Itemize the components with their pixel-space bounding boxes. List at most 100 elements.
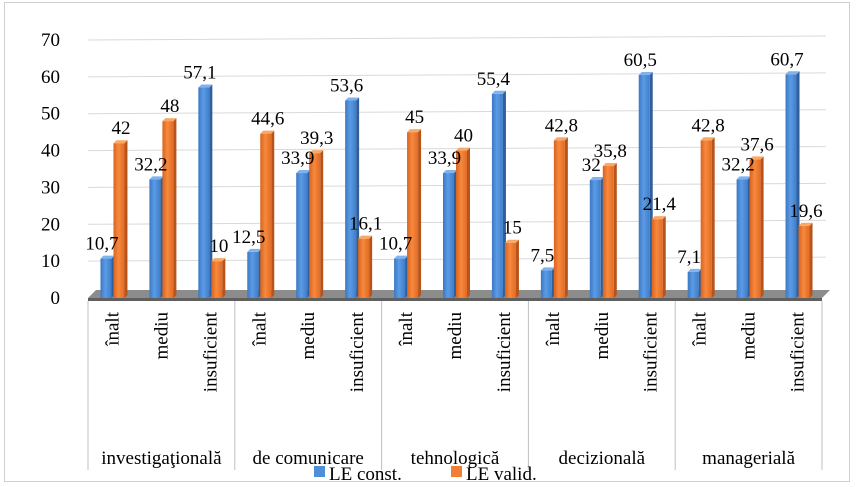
bar-side (369, 235, 373, 298)
bar-top (736, 176, 751, 180)
data-label: 37,6 (740, 134, 773, 155)
bar (260, 133, 272, 298)
bar-side (222, 258, 226, 298)
bar-top (749, 156, 764, 160)
bar-side (418, 129, 422, 298)
data-label: 45 (405, 107, 424, 128)
category-label: insuficient (788, 311, 809, 392)
bar (443, 173, 454, 298)
bar (651, 219, 663, 298)
bar (113, 143, 125, 298)
gridline (87, 72, 827, 78)
data-label: 40 (454, 126, 473, 147)
bar (785, 74, 797, 298)
bar (749, 159, 761, 298)
bar (162, 121, 174, 298)
y-tick-label: 30 (41, 177, 60, 198)
bar (687, 271, 699, 298)
bar (638, 75, 650, 298)
data-label: 10,7 (379, 234, 412, 255)
bar-top (296, 170, 311, 174)
bar-side (515, 239, 519, 298)
bar-top (553, 137, 568, 141)
category-label: insuficient (200, 311, 221, 392)
bars (100, 71, 813, 299)
bar-top (211, 258, 226, 262)
bar-side (173, 118, 177, 298)
category-label: mediu (739, 312, 760, 360)
bar-side (271, 130, 275, 298)
category-label: înalt (102, 311, 123, 346)
bar (491, 93, 503, 298)
y-tick-label: 0 (51, 288, 61, 309)
data-label: 57,1 (183, 63, 216, 84)
bar-top (785, 71, 800, 75)
data-label: 55,4 (477, 69, 511, 90)
bar-top (456, 147, 470, 151)
bar-top (491, 90, 506, 94)
bar-top (540, 267, 555, 271)
legend-swatch-valid (451, 466, 462, 477)
bar (296, 173, 308, 298)
group-label: managerială (702, 448, 795, 469)
bar (309, 153, 321, 298)
bar-top (162, 118, 177, 122)
data-label: 33,9 (281, 148, 314, 169)
legend: LE const. LE valid. (314, 464, 537, 485)
data-label: 32 (582, 155, 601, 176)
y-tick-label: 50 (41, 104, 60, 125)
y-tick-label: 70 (41, 30, 60, 51)
category-label: insuficient (494, 311, 515, 392)
gridline (87, 35, 827, 41)
bar-top (651, 216, 666, 220)
bar-side (662, 216, 666, 298)
group-label: investigaţională (101, 448, 222, 469)
bar-top (309, 150, 324, 154)
bar-side (809, 222, 813, 298)
category-label: mediu (151, 312, 172, 360)
y-tick-label: 60 (41, 67, 60, 88)
bar (358, 238, 370, 298)
bar (149, 179, 161, 298)
bar-top (345, 97, 360, 101)
bar-side (613, 163, 617, 298)
y-tick-label: 20 (41, 214, 60, 235)
floor-edge (88, 298, 822, 301)
data-label: 44,6 (251, 109, 284, 130)
data-label: 35,8 (594, 141, 627, 162)
category-label: înalt (249, 311, 270, 346)
data-label: 32,2 (134, 154, 167, 175)
legend-label-valid: LE valid. (466, 464, 537, 485)
bar (540, 270, 552, 298)
group-label: decizională (559, 448, 646, 469)
bar (700, 140, 712, 298)
data-label: 53,6 (330, 75, 363, 96)
data-label: 32,2 (721, 154, 754, 175)
category-label: mediu (592, 312, 613, 360)
category-label: înalt (396, 311, 417, 346)
bar (504, 242, 516, 298)
bar-top (247, 248, 262, 252)
category-label: înalt (690, 311, 711, 346)
bar-top (602, 163, 617, 167)
bar-top (394, 255, 409, 259)
bar-side (209, 84, 213, 298)
bar (553, 140, 565, 298)
bar-top (358, 235, 373, 239)
data-label: 7,5 (530, 245, 554, 266)
bar (456, 150, 467, 298)
data-label: 10,7 (85, 234, 118, 255)
category-label: insuficient (347, 311, 368, 392)
data-label: 48 (160, 96, 179, 117)
bar-side (711, 137, 715, 298)
bar-top (100, 255, 115, 259)
bar-top (687, 268, 702, 272)
bar-top (407, 129, 422, 133)
data-label: 60,5 (624, 50, 657, 71)
category-label: înalt (543, 311, 564, 346)
bar-top (260, 130, 275, 134)
bar (345, 100, 357, 299)
bar-side (124, 140, 128, 298)
